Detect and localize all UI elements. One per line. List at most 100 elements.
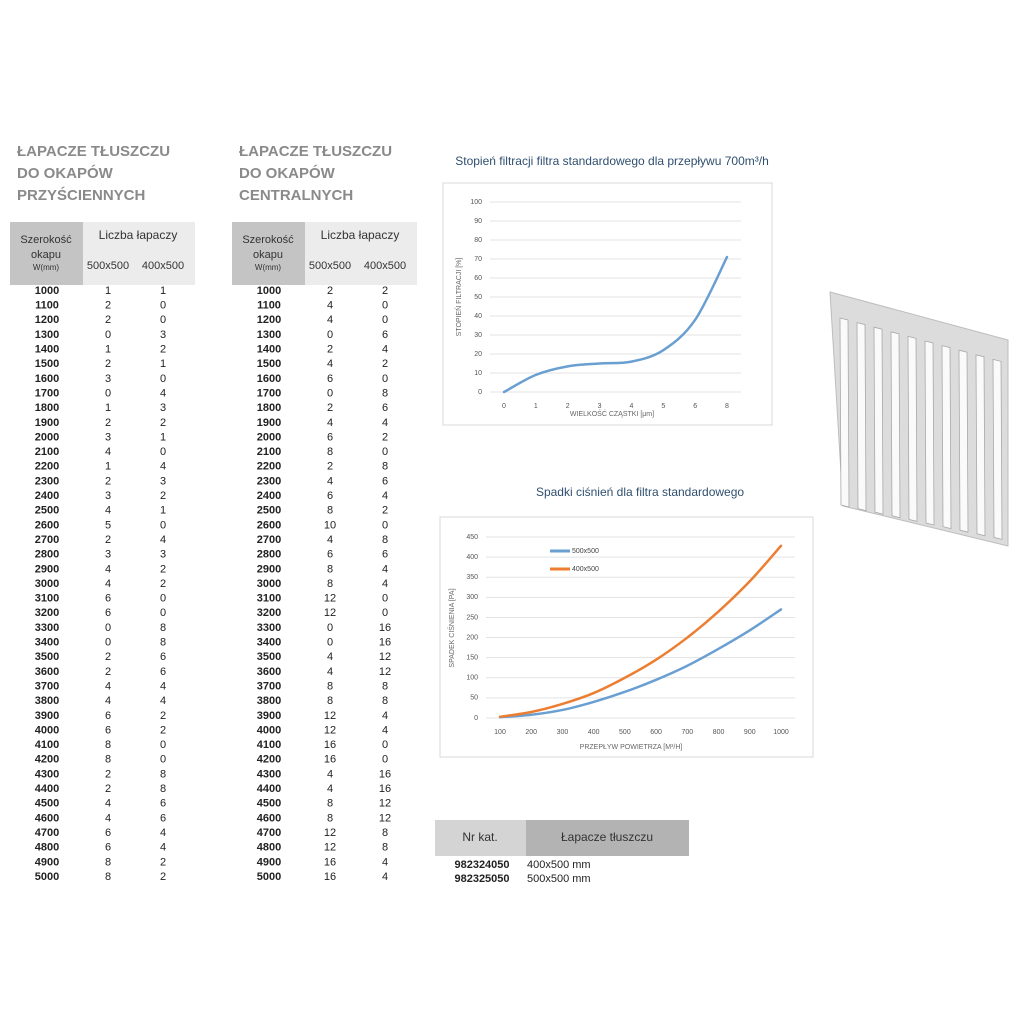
table-cell: 1 (105, 402, 111, 414)
table-cell: 1600 (35, 373, 59, 385)
table-cell: 3100 (35, 593, 59, 605)
x-tick-label: 600 (650, 729, 662, 736)
table-cell: 16 (324, 754, 336, 766)
table-cell: 3 (105, 549, 111, 561)
table-cell: 2800 (35, 549, 59, 561)
table-cell: 8 (327, 578, 333, 590)
y-tick-label: 50 (470, 695, 478, 702)
header-text: okapu (253, 249, 283, 261)
table-cell: 2 (160, 724, 166, 736)
table-cell: 4 (382, 724, 388, 736)
table-cell: 4 (160, 461, 166, 473)
table-cell: 3 (160, 402, 166, 414)
table-cell: 16 (324, 871, 336, 883)
table-cell: 8 (382, 680, 388, 692)
table-cell: 2 (160, 417, 166, 429)
table-cell: 3 (105, 490, 111, 502)
table-cell: 0 (160, 739, 166, 751)
table-cell: 0 (382, 519, 388, 531)
header-text: okapu (31, 249, 61, 261)
table-cell: 4 (327, 417, 333, 429)
table-cell: 2 (382, 285, 388, 297)
table-cell: 4 (382, 856, 388, 868)
table-cell: 4900 (257, 856, 281, 868)
line-series (498, 544, 783, 719)
table-cell: 4 (160, 534, 166, 546)
table-cell: 4100 (35, 739, 59, 751)
table-cell: 4 (160, 695, 166, 707)
table-cell: 400x500 mm (527, 859, 591, 871)
table-cell: 3400 (35, 637, 59, 649)
table-cell: 4 (327, 358, 333, 370)
table-cell: 4 (160, 680, 166, 692)
y-axis-label: SPADEK CIŚNIENIA [PA] (447, 588, 456, 667)
y-tick-label: 400 (466, 554, 478, 561)
product-slat (873, 326, 884, 515)
table-cell: 3500 (35, 651, 59, 663)
table-cell: 0 (160, 519, 166, 531)
table-cell: 0 (382, 593, 388, 605)
table-cell: 4 (382, 710, 388, 722)
x-tick-label: 1000 (773, 729, 789, 736)
header-text: Szerokość (20, 234, 72, 246)
table-cell: 982324050 (454, 859, 509, 871)
legend-label: 500x500 (572, 548, 599, 555)
table-cell: 4 (327, 666, 333, 678)
table-cell: 12 (324, 842, 336, 854)
table-cell: 4200 (35, 754, 59, 766)
table-cell: 0 (382, 300, 388, 312)
table-cell: 0 (382, 314, 388, 326)
table-cell: 1800 (35, 402, 59, 414)
table-cell: 2 (382, 358, 388, 370)
y-tick-label: 150 (466, 655, 478, 662)
table-cell: 4 (327, 783, 333, 795)
table-cell: 8 (327, 446, 333, 458)
table-cell: 4 (382, 871, 388, 883)
table-cell: 6 (382, 549, 388, 561)
table-cell: 1 (105, 285, 111, 297)
table-cell: 2 (105, 314, 111, 326)
table-cell: 6 (327, 431, 333, 443)
table-cell: 4 (327, 651, 333, 663)
table-cell: 2 (160, 563, 166, 575)
product-slat (941, 345, 952, 530)
line-series (502, 255, 729, 394)
product-slat (958, 349, 969, 533)
table-cell: 2100 (257, 446, 281, 458)
table-cell: 3800 (35, 695, 59, 707)
table-cell: 4700 (257, 827, 281, 839)
table-cell: 3300 (257, 622, 281, 634)
table-cell: 8 (327, 812, 333, 824)
table-cell: 2000 (35, 431, 59, 443)
product-slat (839, 317, 850, 508)
table-cell: 4000 (257, 724, 281, 736)
table-cell: 1400 (257, 344, 281, 356)
table-cell: 4200 (257, 754, 281, 766)
table-cell: 8 (160, 783, 166, 795)
table-cell: 8 (160, 768, 166, 780)
table-cell: 12 (379, 812, 391, 824)
chart-title: Stopień filtracji filtra standardowego d… (455, 154, 769, 168)
table-cell: 3400 (257, 637, 281, 649)
table-cell: 4 (160, 827, 166, 839)
header-text: Nr kat. (462, 830, 497, 844)
table-cell: 2900 (257, 563, 281, 575)
y-tick-label: 450 (466, 534, 478, 541)
product-slat (856, 322, 867, 512)
y-tick-label: 90 (474, 218, 482, 225)
table-cell: 3600 (257, 666, 281, 678)
table-cell: 16 (324, 856, 336, 868)
table-cell: 4 (382, 563, 388, 575)
table-cell: 0 (382, 446, 388, 458)
table-cell: 6 (160, 666, 166, 678)
table-cell: 2500 (35, 505, 59, 517)
table-title: CENTRALNYCH (239, 187, 353, 204)
table-cell: 2 (160, 490, 166, 502)
table-cell: 3 (105, 373, 111, 385)
table-cell: 12 (324, 593, 336, 605)
table-cell: 0 (327, 329, 333, 341)
product-slat (907, 335, 918, 522)
table-cell: 3200 (257, 607, 281, 619)
header-cell (435, 820, 526, 856)
table-cell: 6 (160, 798, 166, 810)
